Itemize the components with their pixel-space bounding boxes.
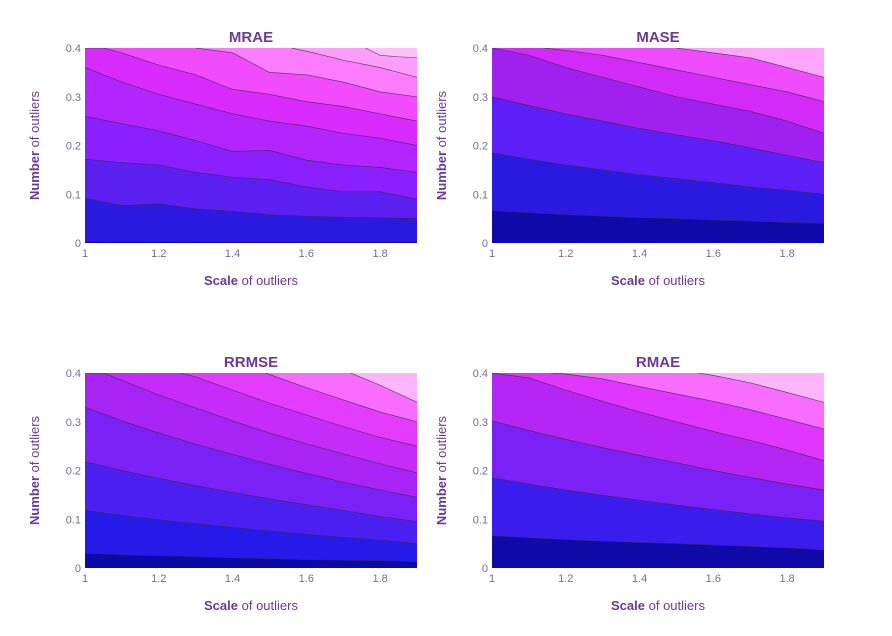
contour-line [85, 197, 417, 219]
x-tick-label: 1.2 [558, 248, 573, 260]
contour-line [180, 373, 417, 447]
contour-line [85, 241, 417, 243]
contour-line [291, 48, 417, 78]
plot-area [85, 48, 417, 243]
x-tick-label: 1.4 [225, 573, 240, 585]
x-tick-label: 1.4 [632, 573, 647, 585]
contour-line [85, 373, 417, 474]
contour-line [85, 553, 417, 563]
x-tick-label: 1.6 [706, 573, 721, 585]
x-axis-label: Scale of outliers [611, 273, 705, 288]
y-axis-label: Number of outliers [434, 90, 449, 200]
chart-panel-rrmse: RRMSE 1 1.2 1.4 1.6 1.8 0 0.1 0.2 0.3 0.4 Scale of … [27, 354, 417, 613]
x-tick-label: 1.6 [299, 573, 314, 585]
x-tick-label: 1.4 [632, 248, 647, 260]
y-tick-label: 0.2 [473, 141, 488, 153]
x-tick-label: 1.8 [372, 573, 387, 585]
contour-line [265, 373, 417, 423]
y-tick-label: 0.4 [66, 43, 81, 55]
chart-panel-mrae: MRAE 1 1.2 1.4 1.6 1.8 0 0.1 0.2 0.3 0.4 Scale of o… [27, 29, 417, 288]
contour-line [85, 510, 417, 544]
y-tick-label: 0.3 [473, 92, 488, 104]
contour-line [492, 152, 824, 195]
y-tick-label: 0.3 [66, 92, 81, 104]
contour-line [85, 158, 417, 200]
y-tick-label: 0.3 [473, 417, 488, 429]
x-tick-label: 1 [82, 573, 88, 585]
chart-title: MRAE [229, 29, 273, 46]
x-tick-label: 1.8 [779, 248, 794, 260]
x-tick-label: 1 [82, 248, 88, 260]
x-axis-label: Scale of outliers [204, 273, 298, 288]
y-tick-label: 0.4 [66, 368, 81, 380]
contour-band [85, 510, 417, 568]
contour-line [492, 477, 824, 522]
x-tick-label: 1.2 [558, 573, 573, 585]
contour-line [698, 373, 824, 403]
contour-line [85, 67, 417, 146]
contour-band [85, 198, 417, 243]
y-axis-label: Number of outliers [434, 415, 449, 525]
y-tick-label: 0.2 [66, 141, 81, 153]
chart-panel-rmae: RMAE 1 1.2 1.4 1.6 1.8 0 0.1 0.2 0.3 0.4 Scale of o… [434, 354, 824, 613]
contour-line [350, 373, 417, 403]
plot-area [85, 373, 417, 568]
y-axis-label: Number of outliers [27, 90, 42, 200]
y-tick-label: 0 [75, 563, 81, 575]
y-tick-label: 0.1 [66, 189, 81, 201]
x-tick-label: 1 [489, 248, 495, 260]
x-tick-label: 1.4 [225, 248, 240, 260]
plot-area [492, 373, 824, 568]
contour-line [492, 210, 824, 224]
contour-line [195, 48, 417, 98]
x-tick-label: 1.2 [151, 573, 166, 585]
contour-line [492, 96, 824, 163]
y-axis-label: Number of outliers [27, 415, 42, 525]
chart-title: RMAE [636, 354, 680, 371]
y-tick-label: 0.4 [473, 368, 488, 380]
y-tick-label: 0.2 [473, 466, 488, 478]
contour-line [492, 535, 824, 551]
x-tick-label: 1.8 [372, 248, 387, 260]
y-tick-label: 0 [482, 563, 488, 575]
contour-line [85, 406, 417, 498]
y-tick-label: 0.1 [473, 189, 488, 201]
y-tick-label: 0 [482, 238, 488, 250]
contour-band [492, 210, 824, 243]
x-tick-label: 1 [489, 573, 495, 585]
y-tick-label: 0.1 [66, 514, 81, 526]
chart-title: MASE [636, 29, 679, 46]
contour-line [543, 48, 824, 102]
contour-line [85, 48, 417, 122]
x-tick-label: 1.6 [706, 248, 721, 260]
y-tick-label: 0.4 [473, 43, 488, 55]
chart-panel-mase: MASE 1 1.2 1.4 1.6 1.8 0 0.1 0.2 0.3 0.4 Scale of o… [434, 29, 824, 288]
contour-line [676, 48, 824, 78]
x-axis-label: Scale of outliers [204, 598, 298, 613]
contour-line [492, 373, 824, 462]
contour-band [492, 535, 824, 568]
contour-line [85, 115, 417, 173]
y-tick-label: 0.2 [66, 466, 81, 478]
contour-line [492, 420, 824, 491]
y-tick-label: 0.1 [473, 514, 488, 526]
x-tick-label: 1.2 [151, 248, 166, 260]
y-tick-label: 0.3 [66, 417, 81, 429]
plot-area [492, 48, 824, 243]
contour-line [85, 461, 417, 523]
chart-title: RRMSE [224, 354, 278, 371]
contour-line [550, 373, 824, 430]
x-tick-label: 1.8 [779, 573, 794, 585]
x-tick-label: 1.6 [299, 248, 314, 260]
contour-line [492, 48, 824, 134]
y-tick-label: 0 [75, 238, 81, 250]
contour-band [85, 553, 417, 568]
x-axis-label: Scale of outliers [611, 598, 705, 613]
contour-line [365, 48, 417, 59]
